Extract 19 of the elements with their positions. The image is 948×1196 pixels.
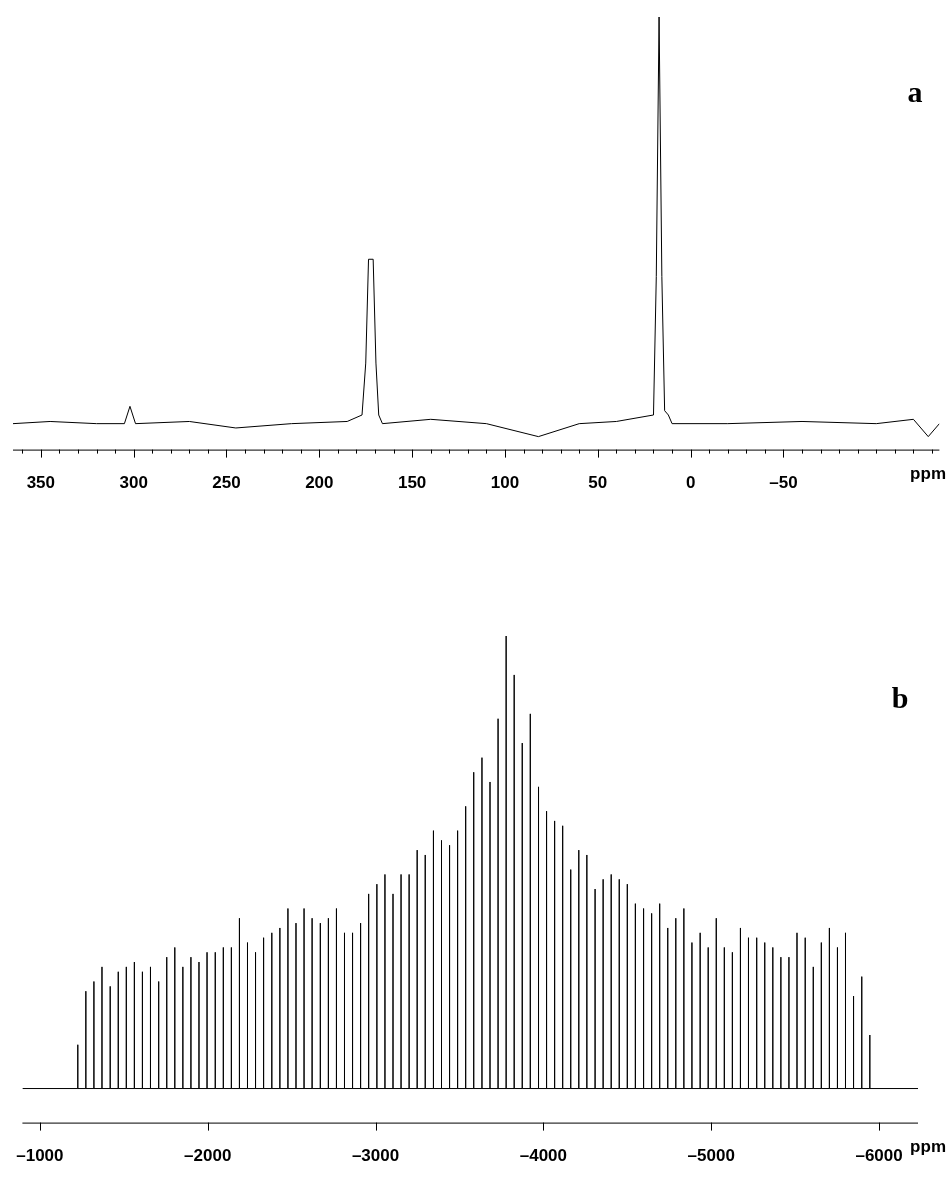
x-tick-label: –1000 [16,1146,64,1166]
annotation: a [907,74,923,108]
x-tick-label: 300 [119,473,148,493]
x-axis-title: ppm [910,1136,947,1156]
annotation: b [891,680,909,714]
x-tick-label: –5000 [687,1146,735,1166]
x-tick-label: 200 [305,473,334,493]
x-tick-label: –50 [769,473,798,493]
x-tick-label: 250 [212,473,241,493]
x-tick-label: 100 [490,473,520,493]
x-tick-label: –4000 [519,1146,568,1166]
x-axis-title: ppm [910,463,947,483]
x-tick-label: 150 [397,473,427,493]
x-tick-label: –6000 [855,1146,903,1166]
x-tick-label: 50 [588,473,608,493]
x-tick-label: 0 [685,473,696,493]
x-tick-label: –2000 [184,1146,232,1166]
x-tick-label: –3000 [351,1146,400,1166]
x-tick-label: 350 [26,473,56,493]
